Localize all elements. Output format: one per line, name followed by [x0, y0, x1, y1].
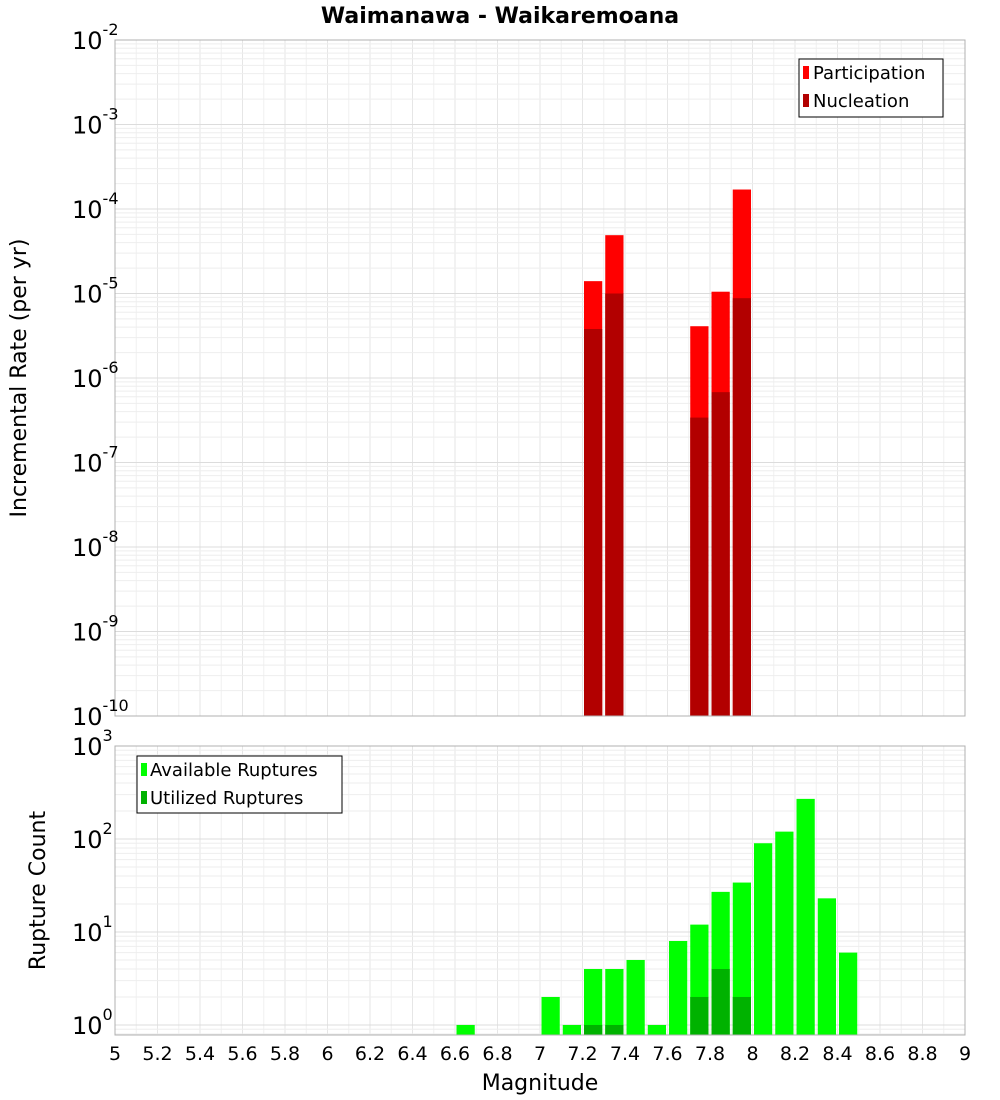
- chart-title: Waimanawa - Waikaremoana: [321, 4, 679, 29]
- x-tick-label: 8.6: [865, 1043, 895, 1065]
- x-tick-label: 5.8: [270, 1043, 300, 1065]
- bar-available-ruptures: [584, 968, 603, 1035]
- count-legend-box: [136, 755, 343, 814]
- rate-y-axis-label: Incremental Rate (per yr): [7, 239, 32, 518]
- x-tick-label: 8.8: [907, 1043, 937, 1065]
- bar-nucleation: [584, 329, 603, 716]
- bar-utilized-ruptures: [584, 1024, 603, 1035]
- legend-label-utilized: Utilized Ruptures: [150, 788, 303, 809]
- y-tick-label: 10-7: [72, 443, 119, 478]
- bar-nucleation: [605, 293, 624, 716]
- x-tick-label: 8.2: [780, 1043, 810, 1065]
- legend-label-available: Available Ruptures: [150, 760, 318, 781]
- legend-swatch-available: [141, 763, 147, 776]
- x-tick-label: 7.2: [567, 1043, 597, 1065]
- x-tick-label: 5.6: [227, 1043, 257, 1065]
- bar-available-ruptures: [732, 882, 751, 1035]
- legend-swatch-nucleation: [803, 94, 809, 107]
- y-tick-label: 10-6: [72, 358, 119, 393]
- rate-plot-frame: [114, 39, 966, 717]
- bar-available-ruptures: [562, 1024, 581, 1035]
- x-tick-label: 6.8: [482, 1043, 512, 1065]
- bar-utilized-ruptures: [711, 968, 730, 1035]
- rate-legend-box: [798, 58, 944, 118]
- y-tick-label: 10-5: [72, 274, 119, 309]
- x-tick-label: 5.4: [185, 1043, 215, 1065]
- count-panel: 100 101 102 103 5 5.2 5.4 5.6 5.8 6 6.2 6.4 6.6 6.8 7…: [26, 726, 971, 1096]
- bar-utilized-ruptures: [690, 996, 709, 1035]
- y-tick-label: 10-4: [72, 189, 119, 224]
- x-tick-label: 7.6: [652, 1043, 682, 1065]
- bar-utilized-ruptures: [732, 996, 751, 1035]
- bar-available-ruptures: [647, 1024, 666, 1035]
- rate-y-ticks: 10-10 10-9 10-8 10-7 10-6 10-5 10-4 10-3 10-2: [72, 20, 129, 731]
- x-tick-label: 9: [959, 1043, 971, 1065]
- rate-legend: Participation Nucleation: [798, 58, 944, 118]
- x-tick-label: 8: [746, 1043, 758, 1065]
- rate-panel: 10-10 10-9 10-8 10-7 10-6 10-5 10-4 10-3 10-2 In…: [7, 20, 966, 731]
- x-tick-label: 6.4: [397, 1043, 427, 1065]
- x-tick-label: 5.2: [142, 1043, 172, 1065]
- bar-nucleation: [732, 298, 751, 716]
- x-tick-label: 6: [321, 1043, 333, 1065]
- rate-gridlines: [114, 39, 966, 717]
- bar-available-ruptures: [626, 959, 645, 1035]
- y-tick-label: 103: [72, 726, 113, 761]
- y-tick-label: 10-3: [72, 105, 119, 140]
- legend-label-participation: Participation: [813, 63, 925, 84]
- bar-available-ruptures: [775, 831, 794, 1035]
- bar-available-ruptures: [541, 996, 560, 1035]
- legend-swatch-utilized: [141, 791, 147, 804]
- x-tick-label: 6.2: [355, 1043, 385, 1065]
- bar-nucleation: [690, 417, 709, 716]
- y-tick-label: 102: [72, 819, 113, 854]
- y-tick-label: 100: [72, 1005, 113, 1040]
- count-y-ticks: 100 101 102 103: [72, 726, 113, 1040]
- bar-utilized-ruptures: [605, 1024, 624, 1035]
- bar-available-ruptures: [754, 843, 773, 1035]
- legend-swatch-participation: [803, 66, 809, 79]
- x-tick-label: 7: [534, 1043, 546, 1065]
- count-plot-frame: [114, 745, 966, 1036]
- y-tick-label: 10-9: [72, 612, 119, 647]
- x-tick-labels: 5 5.2 5.4 5.6 5.8 6 6.2 6.4 6.6 6.8 7 7.2 7.4 7.6 7.8 8…: [109, 1043, 971, 1065]
- x-tick-label: 5: [109, 1043, 121, 1065]
- bar-available-ruptures: [669, 940, 688, 1035]
- bar-available-ruptures: [796, 798, 815, 1035]
- legend-label-nucleation: Nucleation: [813, 91, 909, 112]
- x-tick-label: 6.6: [440, 1043, 470, 1065]
- rate-bars: [584, 189, 751, 716]
- bar-available-ruptures: [817, 898, 836, 1035]
- x-tick-label: 7.8: [695, 1043, 725, 1065]
- bar-available-ruptures: [839, 952, 858, 1035]
- bar-available-ruptures: [456, 1024, 475, 1035]
- x-axis-label: Magnitude: [482, 1071, 599, 1096]
- x-tick-label: 7.4: [610, 1043, 640, 1065]
- count-y-axis-label: Rupture Count: [26, 811, 51, 971]
- bar-available-ruptures: [605, 968, 624, 1035]
- y-tick-label: 101: [72, 912, 113, 947]
- y-tick-label: 10-2: [72, 20, 119, 55]
- count-bars: [456, 798, 858, 1035]
- bar-nucleation: [711, 392, 730, 716]
- x-tick-label: 8.4: [822, 1043, 852, 1065]
- count-legend: Available Ruptures Utilized Ruptures: [136, 755, 343, 814]
- y-tick-label: 10-10: [72, 696, 129, 731]
- y-tick-label: 10-8: [72, 527, 119, 562]
